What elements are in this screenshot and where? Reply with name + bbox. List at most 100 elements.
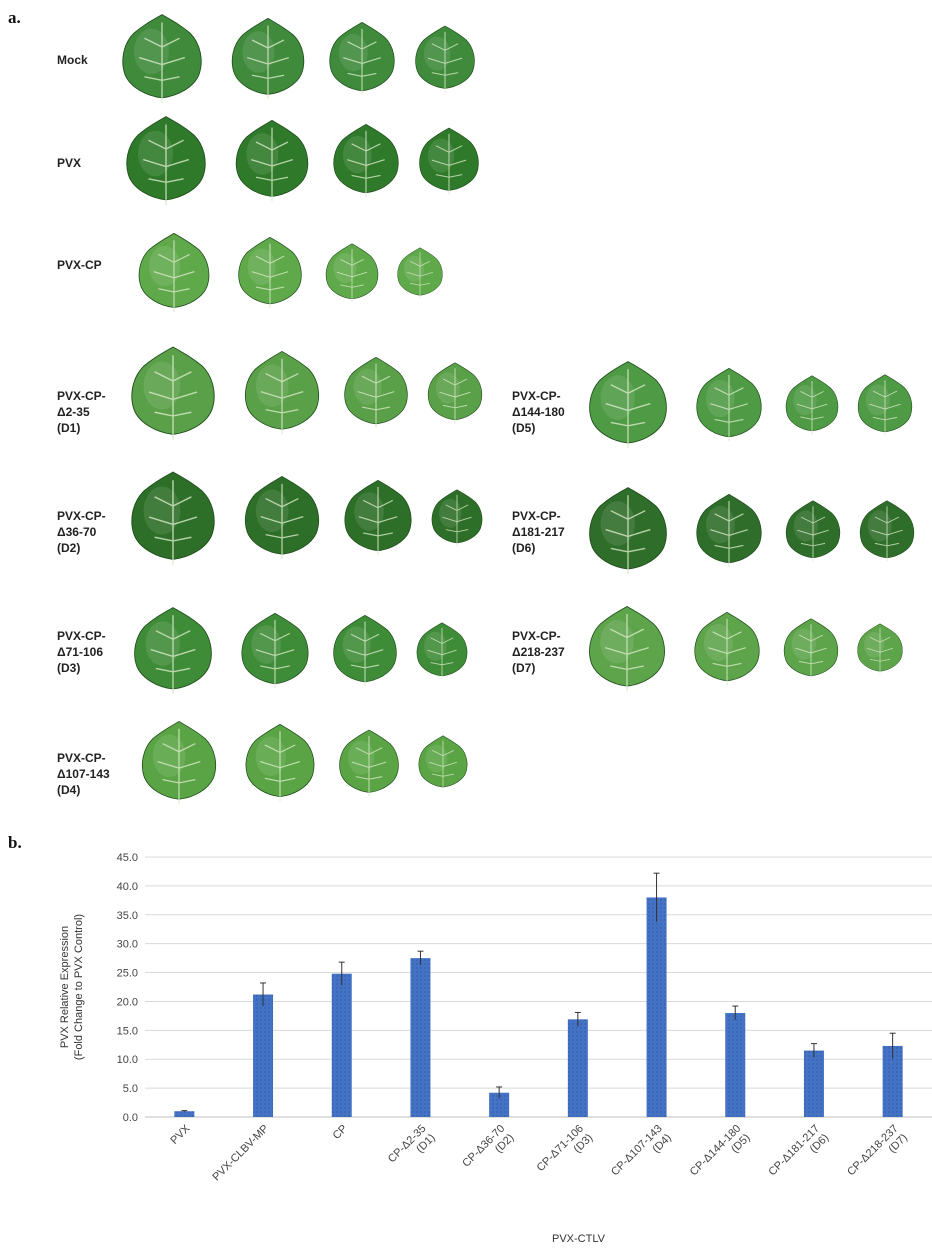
row-label-line: Δ218-237: [512, 645, 565, 659]
x-tick-label: CP-Δ107-143(D4): [609, 1123, 674, 1179]
x-tick-label: PVX-CLBV-MP: [210, 1123, 271, 1184]
leaf-photo: [783, 617, 839, 679]
row-label-line: Δ71-106: [57, 645, 103, 659]
row-label-line: Δ181-217: [512, 525, 565, 539]
leaf-photo: [333, 123, 399, 198]
leaf-photo: [134, 607, 212, 695]
x-tick-label: CP: [331, 1123, 350, 1142]
leaf-photo: [245, 475, 319, 560]
leaf-photo: [859, 499, 915, 561]
row-label: PVX-CP- Δ144-180 (D5): [512, 388, 565, 436]
row-label: PVX: [57, 155, 81, 171]
row-label-line: PVX: [57, 156, 82, 170]
row-label-line: PVX-CP-: [512, 629, 561, 643]
leaf-photo: [131, 470, 215, 565]
y-tick-label: 30.0: [117, 939, 138, 951]
leaf-photo: [231, 17, 305, 100]
leaf-photo: [418, 734, 468, 790]
leaf-photo: [122, 14, 202, 104]
leaf-photo: [427, 361, 483, 423]
row-label: PVX-CP- Δ107-143 (D4): [57, 750, 110, 798]
bar: [646, 897, 667, 1117]
leaf-photo: [415, 25, 475, 92]
row-label: Mock: [57, 52, 88, 68]
leaf-photo: [431, 488, 483, 546]
leaf-photo: [589, 361, 667, 449]
leaf-photo: [696, 493, 762, 568]
row-label: PVX-CP: [57, 257, 102, 273]
y-axis-title: PVX Relative Expression (Fold Change to P…: [59, 914, 85, 1060]
leaf-photo: [339, 729, 399, 796]
x-axis-title: PVX-CTLV: [552, 1233, 606, 1245]
bar: [803, 1050, 824, 1117]
y-tick-label: 10.0: [117, 1054, 138, 1066]
x-tick-label: CP-Δ2-35(D1): [386, 1123, 438, 1166]
row-label-line: (D5): [512, 421, 536, 435]
leaf-photo: [333, 614, 397, 687]
leaf-photo: [397, 246, 443, 298]
row-label: PVX-CP- Δ181-217 (D6): [512, 508, 565, 556]
row-label-line: Mock: [57, 53, 88, 67]
y-axis-title-line: PVX Relative Expression: [59, 926, 71, 1048]
leaf-photo: [329, 21, 395, 96]
row-label-line: (D2): [57, 541, 81, 555]
row-label-line: PVX-CP-: [512, 389, 561, 403]
leaf-photo: [589, 606, 665, 692]
row-label-line: PVX-CP-: [57, 751, 106, 765]
row-label-line: (D7): [512, 661, 536, 675]
expression-bar-chart: 0.0 5.0 10.0 15.0 20.0 25.0 30.0 35.0 40.0 45.0 PV…: [59, 852, 932, 1245]
bar: [410, 958, 431, 1117]
leaf-photo: [785, 499, 841, 561]
row-label-line: (D1): [57, 421, 81, 435]
x-tick-label: CP-Δ218-237(D7): [845, 1123, 910, 1179]
leaf-photo: [344, 479, 412, 556]
leaf-photo: [235, 119, 309, 202]
bar: [567, 1019, 588, 1117]
row-label: PVX-CP- Δ218-237 (D7): [512, 628, 565, 676]
bar: [882, 1045, 903, 1117]
leaf-photo: [245, 723, 315, 802]
row-label-line: Δ36-70: [57, 525, 97, 539]
y-tick-label: 20.0: [117, 996, 138, 1008]
row-label-line: (D4): [57, 783, 81, 797]
bar: [253, 994, 274, 1117]
leaf-photo: [416, 621, 468, 679]
leaf-photo: [785, 374, 839, 434]
row-label-line: PVX-CP-: [57, 629, 106, 643]
row-label: PVX-CP- Δ36-70 (D2): [57, 508, 106, 556]
row-label-line: (D3): [57, 661, 81, 675]
panel-b-letter: b.: [8, 833, 22, 852]
row-label: PVX-CP- Δ2-35 (D1): [57, 388, 106, 436]
x-tick-label: CP-Δ36-70(D2): [460, 1123, 516, 1170]
y-tick-label: 15.0: [117, 1025, 138, 1037]
leaf-photo: [694, 611, 760, 686]
panel-a-letter: a.: [8, 8, 21, 27]
leaf-photo: [589, 487, 667, 575]
leaf-photo: [419, 127, 479, 194]
row-label-line: Δ2-35: [57, 405, 90, 419]
y-tick-label: 35.0: [117, 910, 138, 922]
leaf-photo: [126, 116, 206, 206]
leaf-photo: [245, 350, 319, 435]
bar: [331, 973, 352, 1117]
leaf-photo: [857, 373, 913, 435]
leaf-photo: [142, 720, 216, 805]
row-label-line: PVX-CP: [57, 258, 102, 272]
leaf-photo: [325, 242, 379, 302]
x-tick-label-line: PVX-CLBV-MP: [210, 1123, 271, 1184]
y-axis-title-line: (Fold Change to PVX Control): [73, 914, 85, 1060]
x-tick-label-line: CP: [331, 1123, 350, 1142]
row-label-line: Δ107-143: [57, 767, 110, 781]
row-label: PVX-CP- Δ71-106 (D3): [57, 628, 106, 676]
leaf-photo: [857, 622, 903, 674]
y-tick-label: 40.0: [117, 881, 138, 893]
leaf-photo: [238, 236, 302, 309]
x-tick-label: CP-Δ71-106(D3): [535, 1123, 595, 1174]
y-tick-label: 0.0: [123, 1112, 138, 1124]
leaf-photo: [696, 367, 762, 442]
y-tick-label: 45.0: [117, 852, 138, 864]
bar: [489, 1092, 510, 1117]
row-label-line: PVX-CP-: [512, 509, 561, 523]
x-tick-label: CP-Δ181-217(D6): [766, 1123, 831, 1179]
x-tick-label-line: PVX: [168, 1122, 193, 1147]
